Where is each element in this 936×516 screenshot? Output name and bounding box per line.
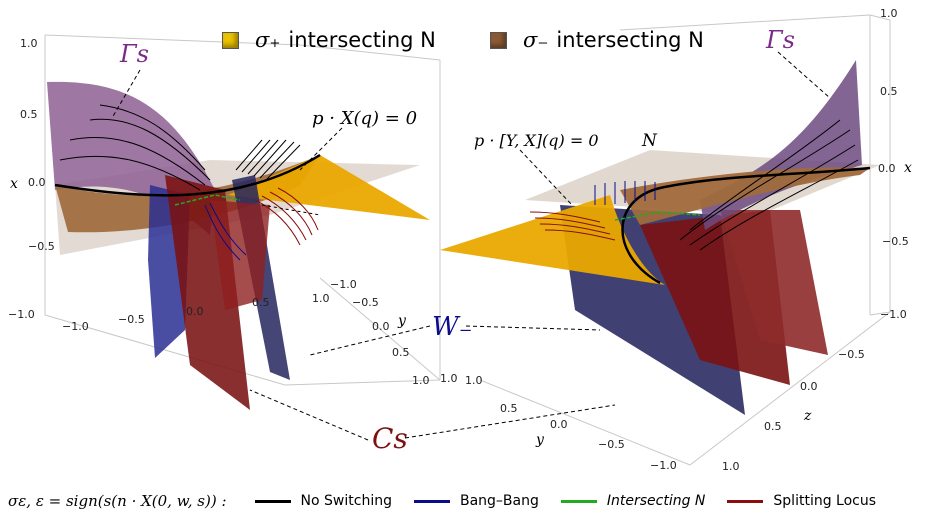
- intersecting-n-swatch: [560, 499, 597, 503]
- w-minus-leader-right: [465, 325, 601, 331]
- gamma-s-label-left: Γs: [119, 40, 149, 68]
- right-plot: 1.0 0.5 0.0 −0.5 x −1.0 −0.5 0.0 0.5 1.0…: [440, 7, 912, 473]
- right-intersecting-n-curve: [614, 211, 701, 221]
- right-y-tick-5: −1.0: [650, 459, 677, 472]
- right-sigma-minus-surface: [620, 167, 870, 225]
- legend-sigma-minus: σ₋ intersecting N: [490, 28, 704, 52]
- right-bounding-box: [479, 14, 891, 466]
- right-y-tick-1: 1.0: [465, 374, 483, 387]
- bang-bang-swatch: [413, 499, 450, 503]
- left-dashed-guide: [261, 204, 321, 216]
- left-x-tick-1: 1.0: [20, 37, 38, 50]
- left-extra-tick: 1.0: [312, 292, 330, 305]
- left-y-tick-1: −1.0: [330, 278, 357, 291]
- legend-no-switching: No Switching: [254, 493, 392, 509]
- right-x-tick-1: 1.0: [880, 7, 898, 20]
- right-bang-bang-curves: [594, 181, 656, 205]
- right-extra-tick: 1.0: [440, 372, 458, 385]
- right-y-tick-2: 0.5: [500, 402, 518, 415]
- right-x-tick-2: 0.5: [880, 85, 898, 98]
- sigma-plus-symbol: σ₊: [255, 28, 281, 52]
- left-cs-sheet-2: [210, 200, 270, 310]
- sigma-minus-symbol: σ₋: [523, 28, 549, 52]
- left-bang-bang-curves: [204, 202, 247, 261]
- w-minus-leader-left: [309, 325, 431, 356]
- legend-bang-bang: Bang–Bang: [413, 493, 539, 509]
- right-z-tick-3: 0.0: [800, 380, 818, 393]
- left-bottom-tick-4: 0.5: [252, 296, 270, 309]
- right-no-switching-main-curve: [621, 166, 871, 285]
- intersecting-n-label: Intersecting N: [606, 493, 706, 509]
- cs-leader-right: [404, 404, 616, 439]
- left-no-switching-main-curve: [54, 153, 321, 197]
- px-zero-label: p · X(q) = 0: [312, 108, 417, 129]
- right-z-axis-label: z: [803, 408, 812, 424]
- right-x-tick-4: −0.5: [882, 235, 909, 248]
- left-x-tick-3: 0.0: [28, 176, 46, 189]
- diagram-canvas: 1.0 0.5 0.0 −0.5 −1.0 x −1.0 −0.5 0.0 0.…: [8, 7, 912, 473]
- gamma-s-label-right: Γs: [765, 26, 795, 54]
- legend-sigma-plus: σ₊ intersecting N: [222, 28, 436, 52]
- left-y-axis-label: y: [397, 313, 407, 329]
- left-sigma-plus-surface: [228, 155, 430, 220]
- n-label: N: [641, 131, 658, 151]
- right-splitting-locus-curves: [529, 211, 616, 241]
- left-y-tick-5: 1.0: [412, 374, 430, 387]
- left-intersecting-n-curve: [174, 194, 241, 206]
- splitting-locus-swatch: [727, 499, 764, 503]
- sigma-minus-text: intersecting N: [556, 28, 704, 52]
- left-x-tick-4: −0.5: [28, 240, 55, 253]
- right-sigma-plus-surface: [440, 195, 665, 285]
- right-z-tick-1: −1.0: [880, 308, 907, 321]
- right-y-axis-label: y: [535, 432, 545, 448]
- gamma-right-leader: [777, 51, 831, 99]
- no-switching-swatch: [254, 499, 291, 503]
- right-y-tick-4: −0.5: [598, 438, 625, 451]
- w-minus-label: W₋: [432, 312, 472, 342]
- right-no-switching-curves: [679, 119, 859, 251]
- right-y-tick-3: 0.0: [550, 418, 568, 431]
- left-no-switching-curves: [59, 104, 301, 191]
- right-z-tick-4: 0.5: [764, 420, 782, 433]
- left-x-axis-label: x: [10, 176, 18, 192]
- left-bounding-box: [44, 34, 441, 386]
- legend-splitting-locus: Splitting Locus: [727, 493, 876, 509]
- right-x-tick-3: 0.0: [878, 162, 896, 175]
- right-z-tick-5: 1.0: [722, 460, 740, 473]
- pyx-leader: [519, 149, 573, 206]
- no-switching-label: No Switching: [300, 493, 392, 509]
- sigma-plus-swatch: [222, 31, 239, 49]
- left-bottom-tick-1: −1.0: [62, 320, 89, 333]
- sign-definition-label: σε, ε = sign(s(n · X(0, w, s)) :: [8, 492, 227, 510]
- bottom-legend: σε, ε = sign(s(n · X(0, w, s)) : No Swit…: [8, 488, 932, 514]
- sigma-minus-swatch: [490, 31, 507, 49]
- px-leader: [299, 127, 343, 171]
- left-x-tick-5: −1.0: [8, 308, 35, 321]
- annotations: Γs Γs p · X(q) = 0 p · [Y, X](q) = 0 N W…: [111, 26, 831, 455]
- sigma-plus-text: intersecting N: [288, 28, 436, 52]
- right-cs-sheet-2: [720, 210, 828, 355]
- cs-leader-left: [249, 389, 369, 441]
- legend-intersecting-n: Intersecting N: [560, 493, 706, 509]
- gamma-left-leader: [111, 69, 141, 119]
- left-bottom-tick-2: −0.5: [118, 313, 145, 326]
- left-y-tick-2: −0.5: [352, 296, 379, 309]
- bang-bang-label: Bang–Bang: [459, 493, 539, 509]
- right-z-tick-2: −0.5: [838, 348, 865, 361]
- cs-label: Cs: [372, 422, 408, 455]
- left-bottom-tick-3: 0.0: [186, 305, 204, 318]
- left-x-tick-2: 0.5: [20, 108, 38, 121]
- left-plot: 1.0 0.5 0.0 −0.5 −1.0 x −1.0 −0.5 0.0 0.…: [8, 34, 441, 410]
- left-y-tick-3: 0.0: [372, 320, 390, 333]
- left-y-tick-4: 0.5: [392, 346, 410, 359]
- left-splitting-locus-curves: [254, 187, 319, 246]
- pyx-zero-label: p · [Y, X](q) = 0: [474, 131, 599, 150]
- right-x-axis-label: x: [904, 160, 912, 176]
- splitting-locus-label: Splitting Locus: [773, 493, 877, 509]
